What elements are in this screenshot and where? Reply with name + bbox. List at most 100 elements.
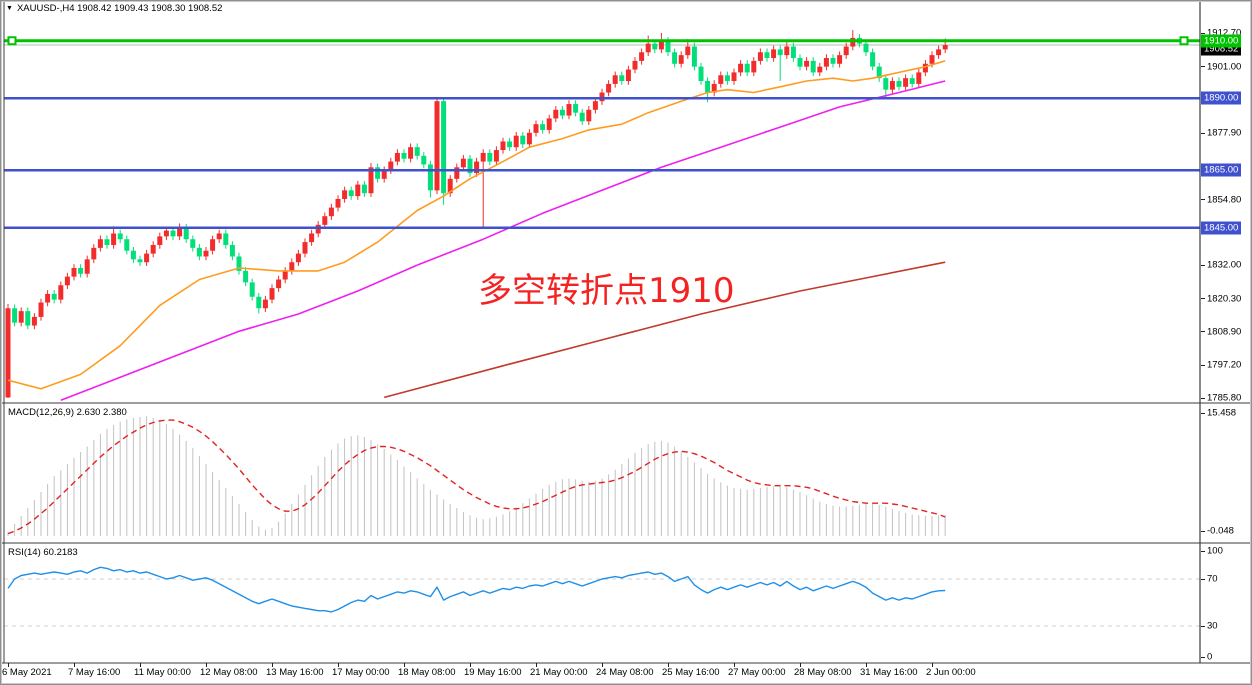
trendline-handle[interactable]: [1179, 36, 1189, 46]
candle-body: [91, 247, 97, 260]
candle-body: [51, 293, 57, 300]
candle-body: [355, 184, 361, 197]
candle-body: [507, 141, 513, 148]
candle-body: [744, 63, 750, 73]
time-tick-mark: [338, 663, 339, 667]
time-tick-label: 18 May 08:00: [398, 667, 456, 678]
time-tick-mark: [866, 663, 867, 667]
candle-body: [645, 43, 651, 53]
time-tick-mark: [206, 663, 207, 667]
candle-body: [672, 52, 678, 64]
candle-body: [322, 216, 328, 225]
trendline-handle[interactable]: [7, 36, 17, 46]
candle-body: [731, 72, 737, 82]
time-tick-label: 17 May 00:00: [332, 667, 390, 678]
axis-tick-mark: [1201, 656, 1205, 658]
candle-body: [738, 63, 744, 73]
candle-body: [474, 161, 480, 174]
candle-body: [414, 147, 420, 156]
time-tick-mark: [140, 663, 141, 667]
candle-body: [45, 293, 51, 303]
candle-body: [883, 78, 889, 90]
time-tick-mark: [668, 663, 669, 667]
price-tick-label: 1785.80: [1207, 392, 1242, 404]
candle-body: [18, 311, 24, 323]
candle-body: [777, 49, 783, 56]
candle-body: [705, 81, 711, 93]
candle-body: [408, 147, 414, 159]
axis-tick-mark: [1201, 364, 1205, 366]
macd-signal-line: [7, 419, 946, 535]
candle-body: [797, 58, 803, 67]
candle-body: [619, 75, 625, 82]
candle-body: [58, 285, 64, 300]
candle-body: [592, 101, 598, 110]
candle-body: [170, 230, 176, 237]
time-tick-mark: [800, 663, 801, 667]
candle-body: [586, 109, 592, 122]
candle-body: [724, 75, 730, 82]
candle-body: [566, 104, 572, 116]
candle-body: [315, 224, 321, 234]
candle-body: [196, 247, 202, 257]
time-tick-label: 28 May 08:00: [794, 667, 852, 678]
candle-body: [500, 141, 506, 151]
candle-body: [513, 135, 519, 148]
candle-body: [31, 316, 37, 326]
candle-body: [837, 55, 843, 64]
axis-tick-mark: [1201, 199, 1205, 201]
time-tick-mark: [536, 663, 537, 667]
candle-body: [916, 72, 922, 84]
candle-body: [810, 60, 816, 73]
price-tick-label: 1854.80: [1207, 194, 1242, 206]
time-tick-label: 11 May 00:00: [134, 667, 191, 678]
candle-body: [434, 101, 440, 191]
candle-body: [309, 233, 315, 243]
candle-body: [190, 239, 196, 248]
axis-tick-mark: [1201, 264, 1205, 266]
candle-body: [97, 239, 103, 248]
symbol-dropdown-icon[interactable]: ▼: [6, 5, 13, 12]
candle-body: [764, 52, 770, 59]
candle-body: [447, 178, 453, 194]
time-tick-mark: [8, 663, 9, 667]
candle-body: [78, 267, 84, 274]
time-tick-mark: [74, 663, 75, 667]
candle-body: [876, 66, 882, 79]
candle-body: [553, 109, 559, 119]
candle-body: [612, 75, 618, 84]
time-tick-label: 31 May 16:00: [860, 667, 918, 678]
candle-body: [243, 270, 249, 283]
candle-body: [711, 83, 717, 93]
candle-body: [302, 242, 308, 254]
chart-title: ▼ XAUUSD-,H4 1908.42 1909.43 1908.30 190…: [6, 3, 222, 14]
candle-body: [282, 270, 288, 280]
rsi-indicator-label: RSI(14) 60.2183: [8, 547, 78, 558]
candle-body: [665, 40, 671, 53]
axis-tick-mark: [1201, 397, 1205, 399]
candle-body: [361, 184, 367, 194]
time-tick-label: 7 May 16:00: [68, 667, 121, 678]
candle-body: [718, 75, 724, 84]
candle-body: [104, 239, 110, 245]
candle-body: [751, 60, 757, 73]
candle-body: [130, 250, 136, 260]
candle-body: [533, 124, 539, 133]
price-level-badge: 1845.00: [1201, 221, 1242, 235]
time-tick-mark: [272, 663, 273, 667]
candle-body: [348, 190, 354, 197]
candle-body: [328, 207, 334, 217]
candle-body: [5, 308, 11, 398]
candle-body: [223, 233, 229, 245]
candle-body: [546, 118, 552, 130]
price-tick-label: 1877.90: [1207, 127, 1242, 139]
candle-body: [652, 43, 658, 50]
candle-body: [454, 167, 460, 179]
candle-body: [203, 250, 209, 257]
rsi-line: [7, 566, 946, 613]
rsi-tick-label: 70: [1207, 573, 1218, 585]
candle-body: [520, 135, 526, 145]
